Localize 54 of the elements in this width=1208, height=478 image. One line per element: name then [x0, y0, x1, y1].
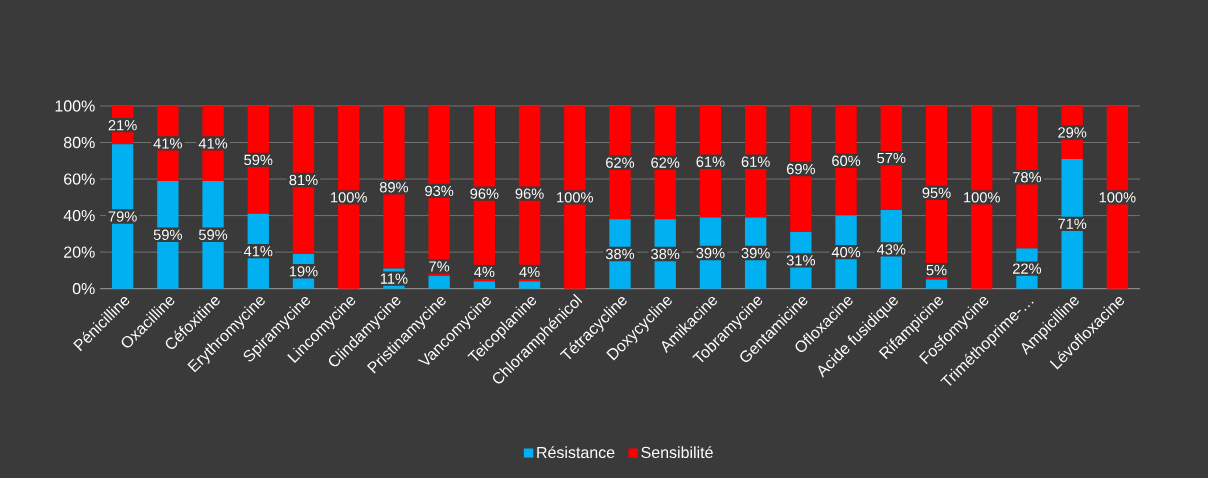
data-label: 100% — [964, 192, 1000, 203]
data-label: 29% — [1058, 127, 1087, 138]
data-label: 93% — [425, 185, 454, 197]
data-label: 95% — [922, 187, 951, 198]
data-label: 22% — [1013, 263, 1042, 274]
data-label: 71% — [1058, 218, 1087, 229]
data-label: 61% — [741, 156, 770, 167]
data-label: 81% — [289, 174, 318, 186]
data-label: 96% — [470, 188, 499, 199]
data-label: 41% — [243, 246, 273, 257]
data-label: 41% — [153, 138, 182, 149]
data-label: 62% — [651, 157, 680, 168]
data-label: 5% — [926, 264, 947, 276]
data-label: 89% — [379, 182, 409, 193]
data-label: 4% — [474, 266, 495, 278]
data-label: 59% — [244, 154, 273, 166]
data-label: 4% — [519, 266, 540, 278]
data-label: 100% — [1099, 192, 1136, 203]
data-label: 21% — [108, 120, 137, 131]
data-label: 96% — [515, 188, 544, 199]
legend-label: Sensibilité — [641, 446, 713, 459]
data-label: 19% — [289, 266, 318, 277]
data-label: 60% — [832, 155, 861, 166]
data-label: 7% — [429, 261, 450, 272]
bar — [473, 281, 496, 289]
data-label: 38% — [651, 248, 680, 260]
data-label: 38% — [605, 248, 635, 260]
bar — [428, 275, 450, 289]
data-label: 79% — [108, 211, 137, 222]
data-label: 69% — [786, 163, 816, 175]
data-label: 39% — [696, 247, 725, 259]
data-label: 40% — [831, 246, 861, 258]
data-label: 57% — [877, 152, 906, 164]
y-tick-label: 100% — [55, 100, 95, 112]
data-label: 59% — [198, 229, 228, 240]
y-tick-label: 80% — [63, 136, 95, 149]
bar — [925, 279, 948, 289]
legend-label: Résistance — [537, 446, 615, 459]
data-label: 31% — [786, 255, 816, 266]
data-label: 61% — [696, 156, 725, 167]
y-tick-label: 0% — [72, 283, 95, 295]
data-label: 62% — [606, 157, 635, 168]
data-label: 43% — [876, 244, 906, 255]
y-tick-label: 60% — [64, 173, 95, 185]
bar — [518, 281, 541, 289]
data-label: 100% — [557, 192, 593, 203]
data-label: 59% — [153, 229, 182, 240]
data-label: 39% — [741, 247, 770, 259]
y-tick-label: 20% — [64, 246, 95, 258]
data-label: 41% — [198, 138, 228, 149]
y-tick-label: 40% — [63, 209, 95, 222]
data-label: 78% — [1013, 172, 1042, 183]
data-label: 11% — [380, 273, 408, 284]
data-label: 100% — [331, 192, 367, 203]
